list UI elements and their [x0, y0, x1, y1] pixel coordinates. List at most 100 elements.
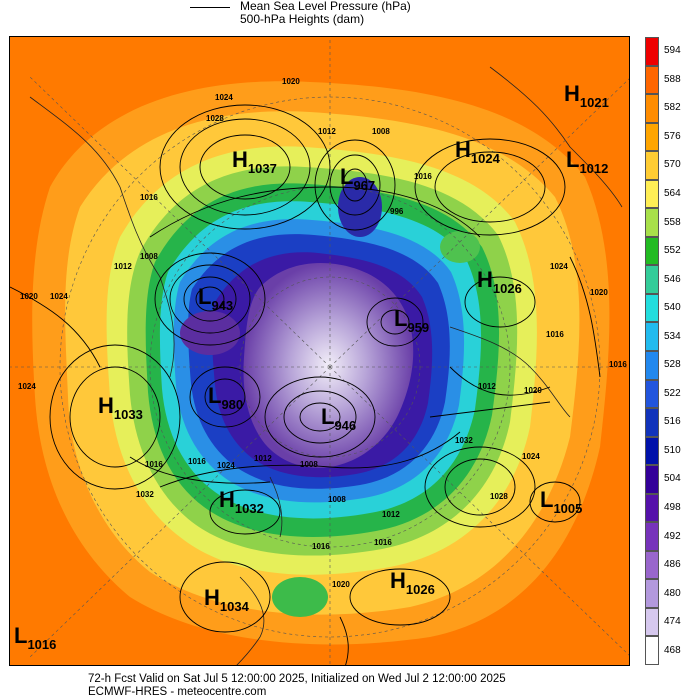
- trough-shading-east: [440, 231, 480, 263]
- isobar-label: 1012: [478, 382, 496, 391]
- isobar-label: 1016: [188, 457, 206, 466]
- isobar-label: 1016: [414, 172, 432, 181]
- colorbar-cell: [645, 208, 659, 237]
- colorbar-cell: [645, 351, 659, 380]
- isobars: [10, 104, 601, 665]
- pressure-centres: H1021 H1037 H1024 L1012 L967 H1026 L943 …: [14, 81, 609, 652]
- colorbar-level-label: 594: [664, 45, 681, 57]
- centre-value: 967: [353, 178, 375, 193]
- pressure-centre: L980: [208, 383, 243, 412]
- weather-map-canvas: 1020 1024 1028 1012 1008 1016 1016 1012 …: [10, 37, 629, 665]
- colorbar-level-label: 540: [664, 302, 681, 314]
- isobar-label: 1024: [215, 93, 233, 102]
- map-legend: Mean Sea Level Pressure (hPa) 500-hPa He…: [190, 0, 490, 36]
- isobar-label: 1024: [217, 461, 235, 470]
- pressure-centre: L946: [321, 404, 356, 433]
- colorbar-level-label: 498: [664, 502, 681, 513]
- centre-type: L: [14, 623, 27, 648]
- isobar-label: 1020: [524, 386, 542, 395]
- centre-value: 1005: [553, 501, 582, 516]
- colorbar-level-label: 510: [664, 444, 681, 456]
- colorbar-cell: [645, 465, 659, 494]
- isobar-label: 1032: [455, 436, 473, 445]
- isobar-label: 1016: [374, 538, 392, 547]
- colorbar-level-label: 582: [664, 102, 681, 114]
- pressure-centre: L1012: [566, 147, 608, 176]
- isobar-label: 1024: [18, 382, 36, 391]
- centre-type: H: [455, 137, 471, 162]
- isobar-label: 1008: [140, 252, 158, 261]
- legend-line-sample: [190, 7, 230, 8]
- centre-value: 1032: [235, 501, 264, 516]
- forecast-valid-time: 72-h Fcst Valid on Sat Jul 5 12:00:00 20…: [88, 673, 506, 685]
- centre-type: H: [390, 568, 406, 593]
- isobar-label: 1016: [546, 330, 564, 339]
- colorbar-level-label: 486: [664, 559, 681, 571]
- isobar-label: 996: [390, 207, 404, 216]
- isobar-label: 1012: [114, 262, 132, 271]
- isobar-label: 1028: [490, 492, 508, 501]
- centre-type: H: [232, 147, 248, 172]
- centre-value: 1016: [27, 637, 56, 652]
- isobar-label: 1008: [300, 460, 318, 469]
- legend-mslp-label: Mean Sea Level Pressure (hPa): [240, 0, 411, 13]
- trough-shading-south: [272, 577, 328, 617]
- centre-type: L: [208, 383, 221, 408]
- isobar-label: 1016: [609, 360, 627, 369]
- centre-value: 943: [211, 298, 233, 313]
- centre-type: L: [340, 164, 353, 189]
- centre-value: 1026: [406, 582, 435, 597]
- colorbar-cell: [645, 293, 659, 323]
- graticule: [10, 37, 629, 665]
- centre-type: H: [564, 81, 580, 106]
- colorbar-level-label: 546: [664, 273, 681, 285]
- pressure-centre: H1033: [98, 393, 143, 422]
- weather-map: 1020 1024 1028 1012 1008 1016 1016 1012 …: [9, 36, 630, 666]
- pressure-centre: H1034: [204, 585, 250, 614]
- colorbar-cell: [645, 579, 659, 608]
- centre-value: 1034: [220, 599, 250, 614]
- isobar-label: 1012: [254, 454, 272, 463]
- isobar-label: 1008: [328, 495, 346, 504]
- colorbar-cell: [645, 522, 659, 551]
- centre-value: 1012: [579, 161, 608, 176]
- centre-type: L: [321, 404, 334, 429]
- pressure-centre: H1021: [564, 81, 609, 110]
- isobar-label: 1024: [522, 452, 540, 461]
- pressure-centre: L943: [198, 284, 233, 313]
- colorbar-level-label: 576: [664, 130, 681, 142]
- pressure-centre: H1026: [390, 568, 435, 597]
- colorbar-cell: [645, 436, 659, 466]
- isobar-label: 1012: [382, 510, 400, 519]
- colorbar-cell: [645, 265, 659, 294]
- colorbar-level-label: 522: [664, 387, 681, 399]
- colorbar-level-label: 570: [664, 159, 681, 171]
- centre-type: L: [566, 147, 579, 172]
- colorbar-level-label: 504: [664, 473, 681, 485]
- colorbar-cell: [645, 607, 659, 637]
- colorbar-cell: [645, 37, 659, 66]
- colorbar-level-label: 588: [664, 73, 681, 85]
- colorbar-level-label: 564: [664, 188, 681, 199]
- colorbar-level-label: 480: [664, 587, 681, 599]
- colorbar-cell: [645, 65, 659, 95]
- isobar-label: 1024: [550, 262, 568, 271]
- model-credit: ECMWF-HRES - meteocentre.com: [88, 686, 267, 698]
- colorbar-cell: [645, 379, 659, 409]
- colorbar-cell: [645, 122, 659, 152]
- colorbar-cell: [645, 236, 659, 266]
- centre-value: 1033: [114, 407, 143, 422]
- colorbar-cell: [645, 94, 659, 123]
- pressure-centre: L959: [394, 306, 429, 335]
- pressure-centre: L1016: [14, 623, 56, 652]
- colorbar-cell: [645, 179, 659, 209]
- isobar-label: 1016: [312, 542, 330, 551]
- colorbar-cell: [645, 322, 659, 351]
- pressure-centre: H1024: [455, 137, 501, 166]
- colorbar-cell: [645, 408, 659, 437]
- isobar-label: 1020: [332, 580, 350, 589]
- centre-value: 959: [407, 320, 429, 335]
- centre-value: 1021: [580, 95, 609, 110]
- centre-type: H: [98, 393, 114, 418]
- colorbar-cell: [645, 550, 659, 580]
